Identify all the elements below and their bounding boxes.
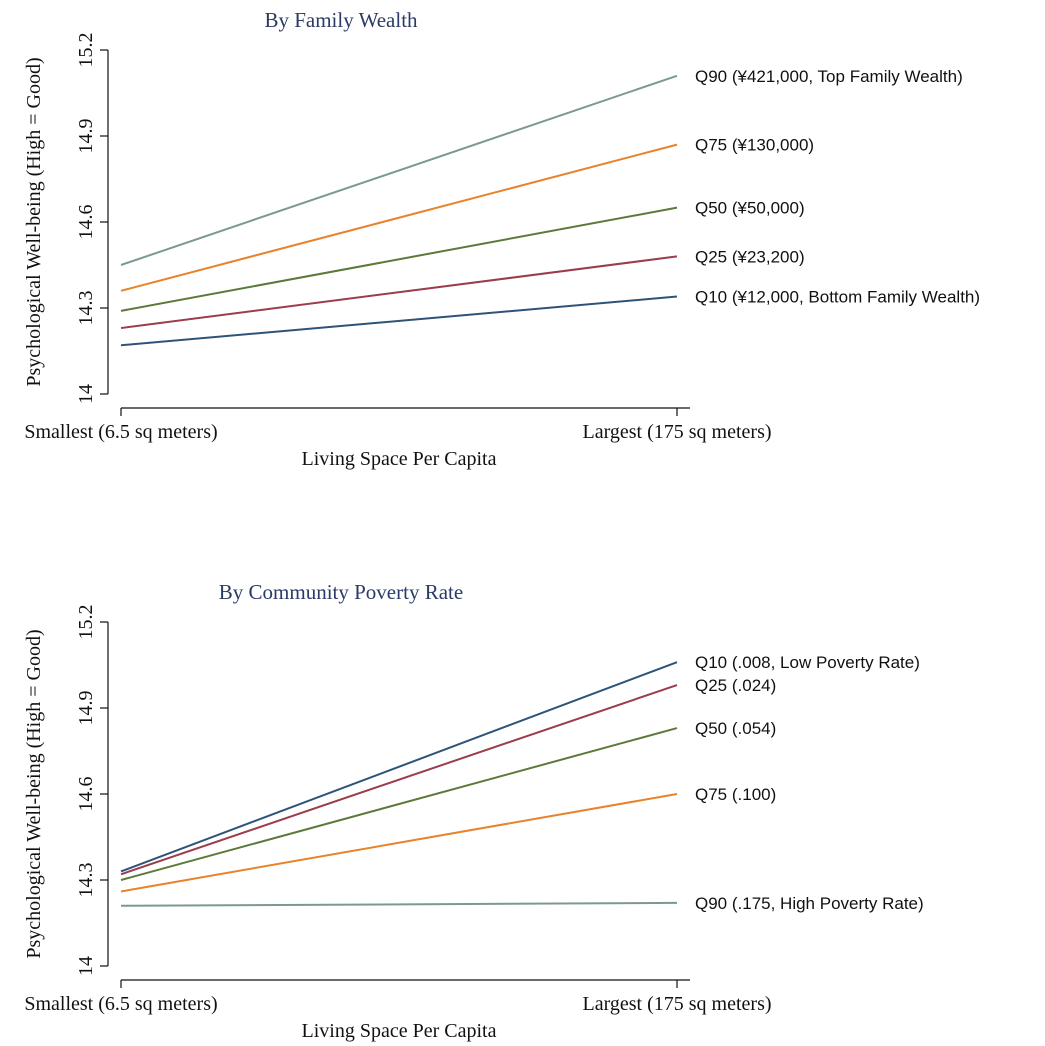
y-tick-label: 14.3: [75, 863, 97, 898]
series-label: Q50 (¥50,000): [695, 199, 805, 218]
y-tick-label: 15.2: [75, 605, 97, 640]
series-line: [120, 295, 678, 347]
y-tick-label: 14.9: [75, 691, 97, 726]
x-axis-label: Living Space Per Capita: [302, 448, 497, 470]
chart-title: By Family Wealth: [264, 8, 418, 32]
series-label: Q50 (.054): [695, 719, 776, 738]
x-tick-label: Smallest (6.5 sq meters): [24, 993, 217, 1015]
series-line: [120, 793, 678, 893]
x-tick-label: Smallest (6.5 sq meters): [24, 421, 217, 443]
series-line: [120, 684, 678, 876]
series-label: Q25 (¥23,200): [695, 247, 805, 266]
y-tick-label: 14.6: [75, 777, 97, 812]
y-tick-label: 14: [75, 956, 97, 976]
series-label: Q25 (.024): [695, 676, 776, 695]
series-label: Q10 (¥12,000, Bottom Family Wealth): [695, 288, 980, 307]
series-label: Q75 (¥130,000): [695, 136, 814, 155]
y-tick-label: 14.6: [75, 205, 97, 240]
y-tick-label: 14.9: [75, 119, 97, 154]
chart-title: By Community Poverty Rate: [219, 580, 463, 604]
series-label: Q90 (¥421,000, Top Family Wealth): [695, 67, 963, 86]
x-axis-label: Living Space Per Capita: [302, 1020, 497, 1042]
series-label: Q90 (.175, High Poverty Rate): [695, 894, 924, 913]
x-tick-label: Largest (175 sq meters): [582, 421, 771, 443]
series-line: [120, 727, 678, 881]
x-tick-label: Largest (175 sq meters): [582, 993, 771, 1015]
series-line: [120, 206, 678, 312]
series-line: [120, 661, 678, 873]
y-tick-label: 14: [75, 384, 97, 404]
y-axis-label: Psychological Well-being (High = Good): [23, 629, 45, 958]
series-line: [120, 255, 678, 330]
y-tick-label: 15.2: [75, 33, 97, 68]
series-line: [120, 143, 678, 292]
series-label: Q75 (.100): [695, 785, 776, 804]
y-axis-label: Psychological Well-being (High = Good): [23, 57, 45, 386]
y-tick-label: 14.3: [75, 291, 97, 326]
series-line: [120, 74, 678, 266]
series-line: [120, 901, 678, 907]
series-label: Q10 (.008, Low Poverty Rate): [695, 653, 920, 672]
chart-panel-2: By Community Poverty Rate 14 14.3 14.6 14.9 1…: [23, 580, 924, 1042]
chart-panel-1: By Family Wealth 14 14.3 14.6 14.9 15.2 Psycho…: [23, 8, 980, 470]
